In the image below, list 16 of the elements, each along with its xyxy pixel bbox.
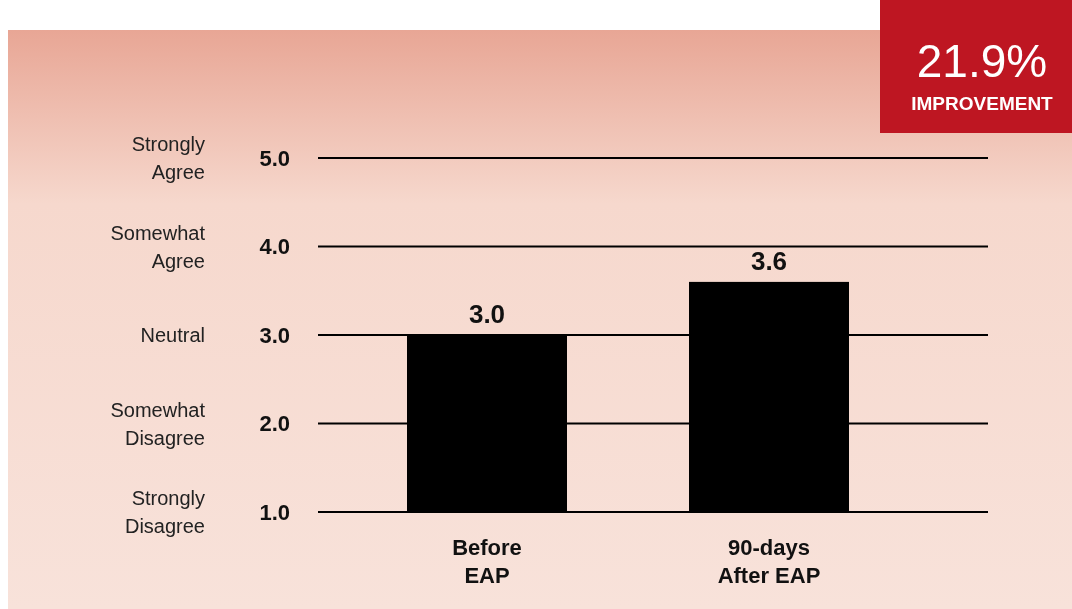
x-tick-label: Before EAP (452, 535, 522, 588)
text: Strongly Disagree (124, 487, 205, 537)
text: Somewhat Agree (110, 221, 206, 272)
data-label: 3.0 (468, 299, 506, 329)
text: Neutral (140, 324, 205, 346)
y-tick-label: 1.0 (259, 499, 290, 525)
text: Strongly Agree (131, 133, 205, 183)
x-tick-label: 90-days After EAP (717, 535, 821, 588)
y-tick-label: 4.0 (259, 234, 290, 260)
y-tick-label: 3.0 (259, 322, 290, 348)
text: IMPROVEMENT (911, 93, 1054, 114)
text: 21.9% (916, 35, 1048, 87)
text: Somewhat Disagree (110, 398, 206, 449)
y-tick-label: 2.0 (259, 411, 290, 437)
y-tick-label: 5.0 (259, 145, 290, 171)
data-label: 3.6 (750, 245, 788, 276)
